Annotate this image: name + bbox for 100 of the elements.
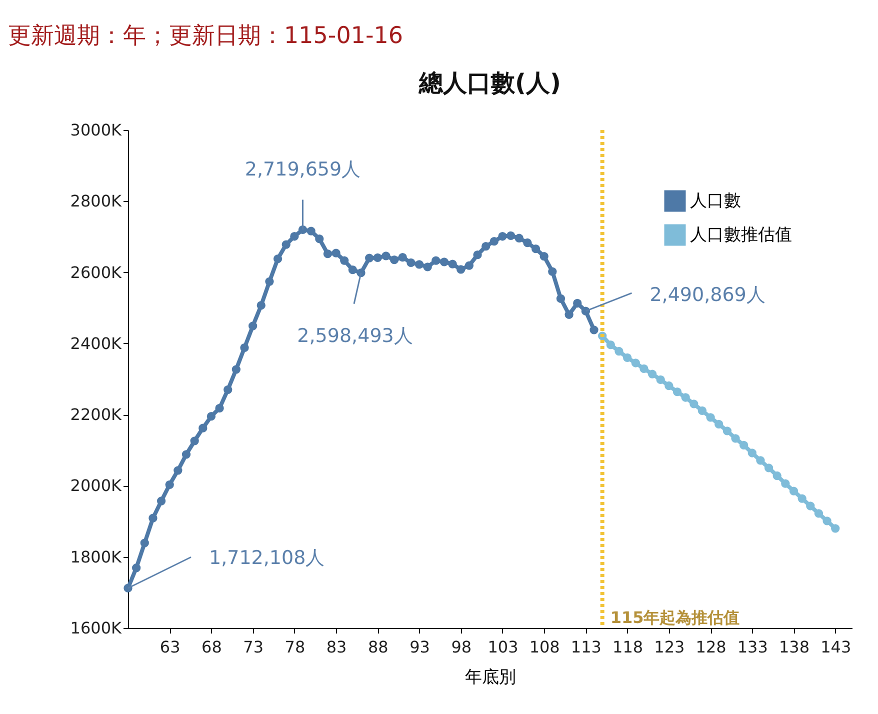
point [822,516,832,526]
y-tick-label: 2800K [70,192,122,211]
x-tick-label: 128 [696,638,726,656]
point [306,226,316,236]
point [606,340,615,350]
annotation: 1,712,108人 [209,547,325,570]
x-tick-label: 63 [160,638,180,656]
point [739,440,748,450]
point [781,479,790,488]
point [456,265,466,274]
x-tick-label: 98 [451,638,472,656]
ref-line-label: 115年起為推估值 [610,608,740,627]
x-tick-label: 78 [284,638,306,656]
point [556,294,566,303]
point [165,480,174,489]
x-tick-label: 88 [368,638,388,656]
point [464,261,474,270]
y-tick-label: 3000K [70,120,122,140]
point [448,260,457,268]
point [482,242,490,251]
point [423,262,432,272]
point [140,538,149,548]
point [573,298,582,308]
point [132,564,141,572]
point [256,301,266,310]
x-tick-label: 123 [654,638,685,656]
x-tick-label: 108 [529,638,560,656]
point [548,267,557,276]
point [473,250,482,260]
point [814,509,824,518]
y-tick-label: 1600K [70,618,122,638]
point [498,232,507,241]
x-tick-label: 133 [737,638,768,656]
point [340,256,349,265]
point [590,326,598,334]
point [698,406,707,415]
chart-title: 總人口數(人) [418,69,561,97]
point [490,237,498,246]
point [722,426,732,436]
point [265,277,274,286]
point [332,248,340,258]
point [224,385,232,394]
point [764,464,774,472]
point [798,494,806,503]
point [640,364,648,374]
point [664,381,674,390]
point [406,258,416,268]
point [432,256,440,265]
point [240,343,249,352]
y-tick-label: 2600K [70,262,122,282]
annotation: 2,719,659人 [244,158,361,181]
y-tick-label: 2000K [70,476,122,496]
point [182,450,191,459]
point [348,265,358,274]
point [648,370,657,378]
point [531,244,540,254]
point [772,471,782,480]
point [564,310,574,319]
point [656,375,665,384]
point [440,258,449,266]
point [672,387,682,396]
x-tick-label: 103 [488,638,518,656]
y-tick-label: 2400K [70,334,122,353]
y-tick-label: 1800K [70,547,122,566]
point [290,232,299,241]
x-tick-label: 138 [778,638,810,656]
annotation: 2,490,869人 [650,284,766,306]
x-tick-label: 68 [202,638,222,656]
x-tick-label: 73 [243,638,264,656]
point [622,353,632,362]
point [373,253,382,262]
point [831,524,840,533]
point [748,448,756,458]
point [398,253,407,262]
point [523,238,532,248]
point [156,496,166,506]
point [681,393,690,402]
x-axis-title: 年底別 [465,668,516,688]
point [706,413,715,422]
point [365,254,374,262]
point [756,456,765,465]
point [690,400,698,408]
x-tick-label: 118 [612,638,644,656]
point [731,434,740,443]
legend-label: 人口數推估值 [690,225,792,245]
point [614,346,624,356]
point [789,486,798,496]
point [215,404,224,412]
point [514,234,524,242]
x-tick-label: 83 [326,638,347,656]
point [323,249,332,258]
point [506,231,516,240]
point [148,514,158,522]
point [382,252,390,260]
point [631,358,640,368]
point [190,436,199,446]
x-tick-label: 93 [410,638,430,656]
point [390,256,399,264]
point [414,260,424,269]
point [806,502,815,510]
